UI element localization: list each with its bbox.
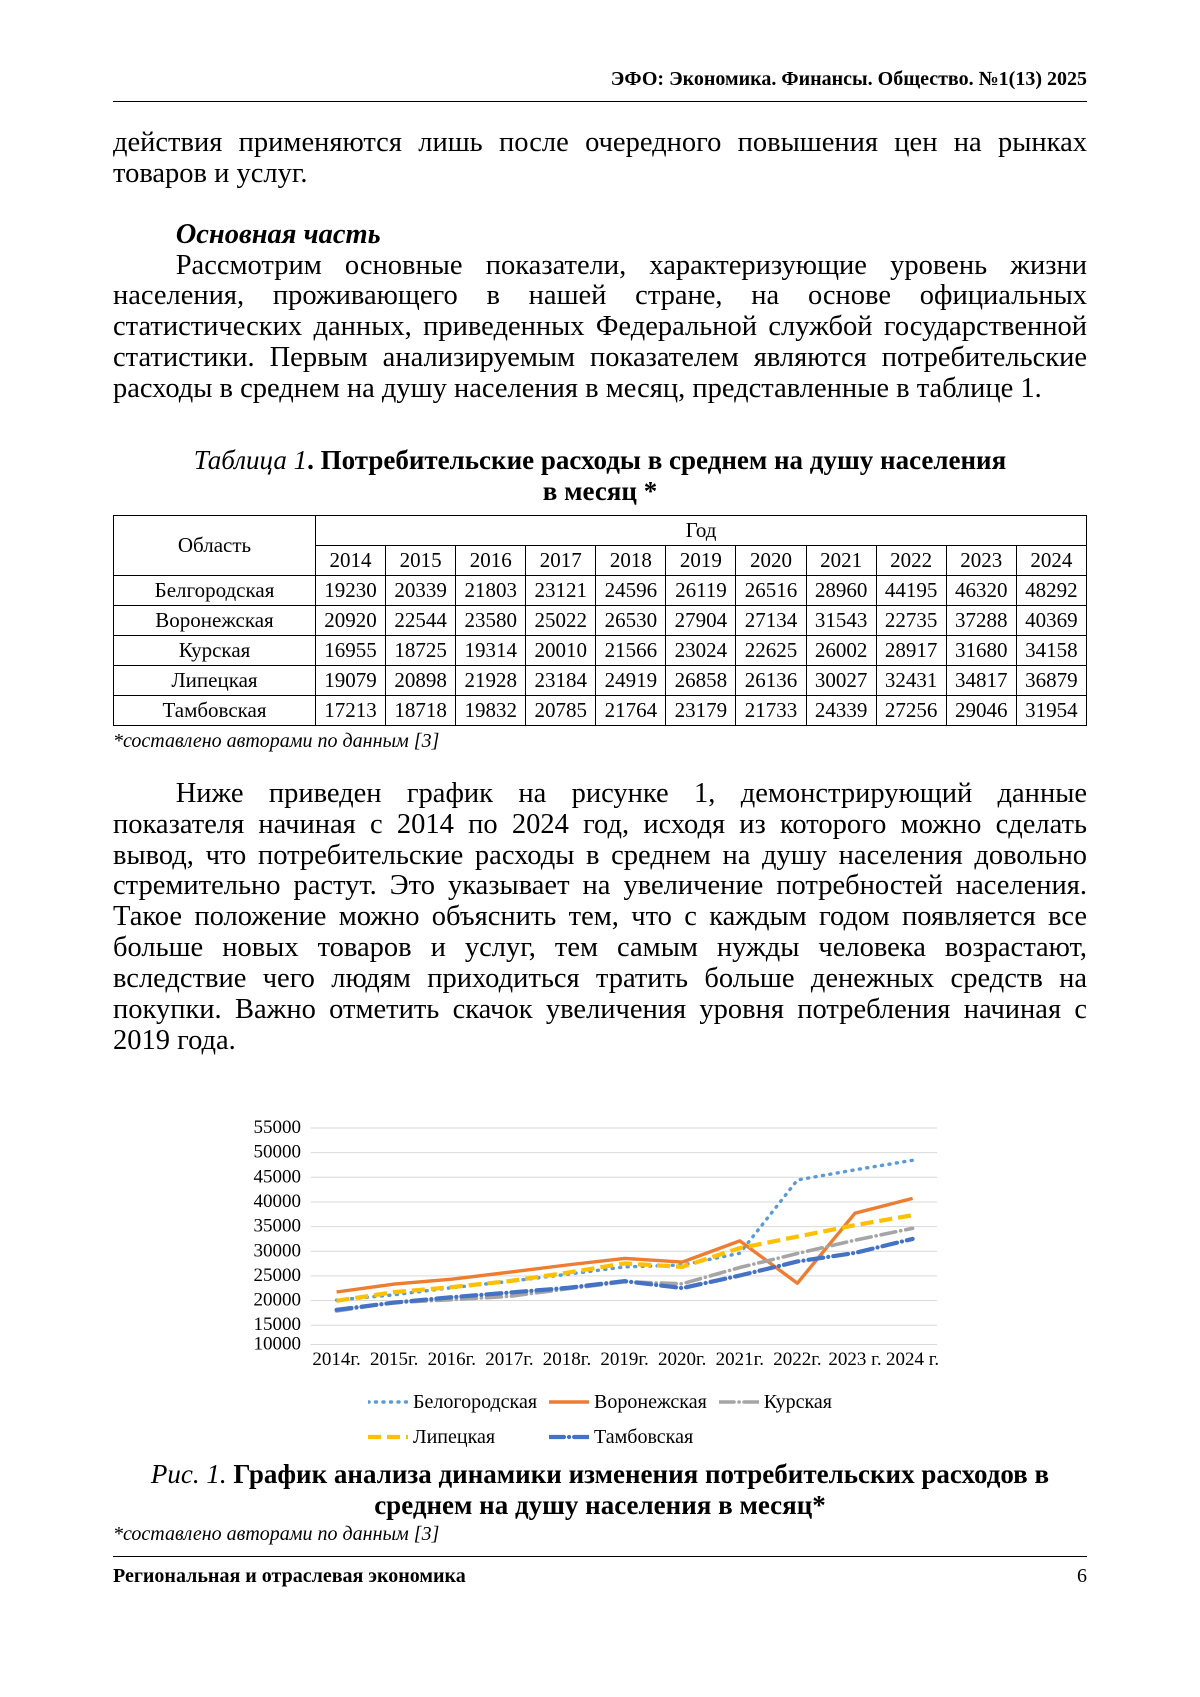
- svg-text:30000: 30000: [254, 1240, 302, 1261]
- svg-text:2017г.: 2017г.: [485, 1349, 533, 1370]
- svg-text:2019г.: 2019г.: [600, 1349, 648, 1370]
- svg-text:2018г.: 2018г.: [543, 1349, 591, 1370]
- svg-text:20000: 20000: [254, 1289, 302, 1310]
- svg-text:10000: 10000: [254, 1333, 302, 1354]
- svg-text:45000: 45000: [254, 1166, 302, 1187]
- svg-text:25000: 25000: [254, 1265, 302, 1286]
- svg-text:50000: 50000: [254, 1141, 302, 1162]
- svg-text:2014г.: 2014г.: [312, 1349, 360, 1370]
- svg-text:2022г.: 2022г.: [773, 1349, 821, 1370]
- svg-text:2015г.: 2015г.: [370, 1349, 418, 1370]
- svg-text:55000: 55000: [254, 1117, 302, 1138]
- svg-text:2021г.: 2021г.: [716, 1349, 764, 1370]
- svg-text:2020г.: 2020г.: [658, 1349, 706, 1370]
- svg-text:2016г.: 2016г.: [428, 1349, 476, 1370]
- svg-text:15000: 15000: [254, 1314, 302, 1335]
- svg-text:35000: 35000: [254, 1215, 302, 1236]
- svg-text:40000: 40000: [254, 1191, 302, 1212]
- svg-text:2023 г.: 2023 г.: [828, 1349, 881, 1370]
- svg-text:2024 г.: 2024 г.: [886, 1349, 939, 1370]
